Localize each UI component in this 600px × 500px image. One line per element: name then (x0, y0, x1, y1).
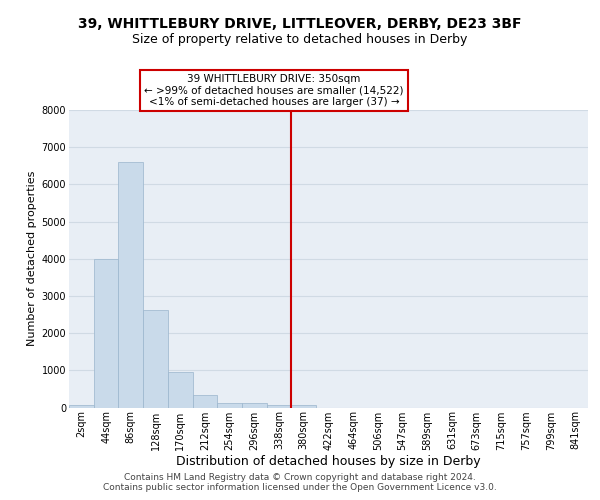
Bar (143, 310, 168, 408)
Bar (292, 406, 316, 407)
X-axis label: Distribution of detached houses by size in Derby: Distribution of detached houses by size … (176, 456, 481, 468)
Y-axis label: Number of detached properties: Number of detached properties (28, 171, 37, 346)
Text: Contains HM Land Registry data © Crown copyright and database right 2024.
Contai: Contains HM Land Registry data © Crown c… (103, 473, 497, 492)
Bar (217, 402, 242, 407)
Bar (94, 259, 118, 408)
Bar (193, 395, 217, 407)
Bar (267, 406, 292, 407)
Text: 39 WHITTLEBURY DRIVE: 350sqm
← >99% of detached houses are smaller (14,522)
<1% : 39 WHITTLEBURY DRIVE: 350sqm ← >99% of d… (144, 74, 404, 107)
Bar (69, 405, 94, 407)
Text: Size of property relative to detached houses in Derby: Size of property relative to detached ho… (133, 32, 467, 46)
Bar (168, 372, 193, 408)
Bar (118, 162, 143, 408)
Bar (242, 404, 267, 407)
Text: 39, WHITTLEBURY DRIVE, LITTLEOVER, DERBY, DE23 3BF: 39, WHITTLEBURY DRIVE, LITTLEOVER, DERBY… (78, 18, 522, 32)
